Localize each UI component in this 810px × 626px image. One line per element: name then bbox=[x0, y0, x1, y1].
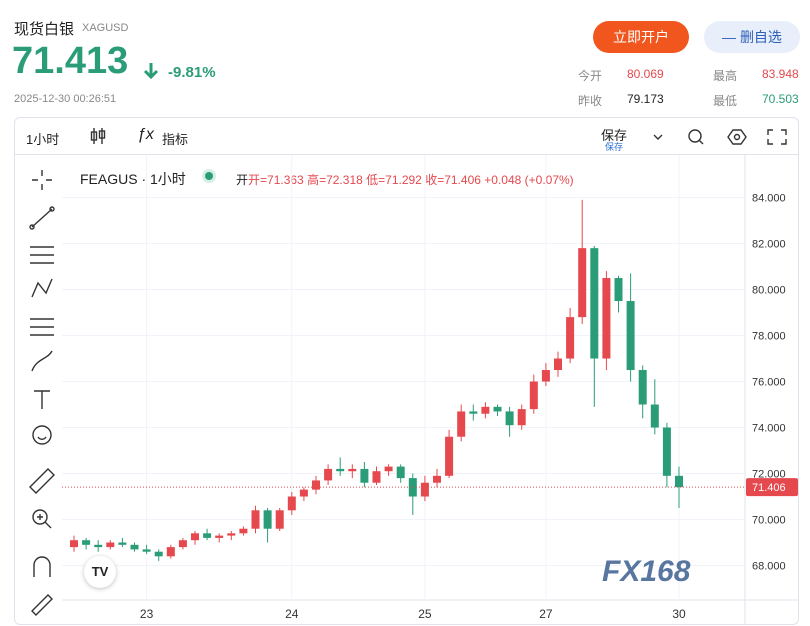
price: 71.413 bbox=[12, 40, 129, 82]
legend-open: 开=71.363 bbox=[248, 173, 304, 187]
quote-value: 79.173 bbox=[627, 92, 664, 106]
legend-change: +0.048 (+0.07%) bbox=[484, 173, 574, 187]
remove-watch-label: 删自选 bbox=[739, 29, 782, 45]
save[interactable]: 保存 bbox=[601, 128, 628, 143]
change: -9.81% bbox=[168, 64, 216, 81]
fx-icon[interactable]: ƒx bbox=[137, 126, 154, 143]
toolbar-icons[interactable] bbox=[650, 127, 800, 147]
quote-label: 今开 bbox=[578, 69, 603, 83]
quote-label: 最高 bbox=[713, 69, 738, 83]
legend-low: 低=71.292 bbox=[366, 173, 422, 187]
name: 现货白银 bbox=[14, 21, 75, 38]
quote-label: 昨收 bbox=[578, 94, 603, 108]
legend-symbol: FEAGUS · 1小时 bbox=[80, 171, 186, 187]
down-arrow bbox=[143, 63, 159, 80]
quote-value: 70.503 bbox=[762, 92, 799, 106]
time: 2025-12-30 00:26:51 bbox=[14, 93, 117, 105]
chart-frame bbox=[14, 117, 799, 625]
quote-label: 最低 bbox=[713, 94, 738, 108]
candle-icon[interactable] bbox=[88, 126, 108, 146]
open-account[interactable]: 立即开户 bbox=[593, 21, 689, 53]
quote-value: 83.948 bbox=[762, 67, 799, 81]
legend-values: 开开=71.363 高=72.318 低=71.292 收=71.406 +0.… bbox=[236, 173, 574, 187]
interval[interactable]: 1小时 bbox=[26, 132, 60, 147]
legend-close: 收=71.406 bbox=[425, 173, 481, 187]
save-sub: 保存 bbox=[605, 142, 624, 152]
indicators[interactable]: 指标 bbox=[162, 132, 189, 147]
symbol: XAGUSD bbox=[82, 22, 129, 34]
toolbar-divider bbox=[14, 154, 799, 155]
tv-logo[interactable]: TV bbox=[84, 556, 116, 588]
quote-value: 80.069 bbox=[627, 67, 664, 81]
status-dot bbox=[205, 172, 213, 180]
drawing-tools[interactable] bbox=[22, 165, 62, 620]
legend-high: 高=72.318 bbox=[307, 173, 363, 187]
remove-watch[interactable]: — 删自选 bbox=[704, 21, 800, 53]
watermark: FX168 bbox=[602, 555, 691, 588]
